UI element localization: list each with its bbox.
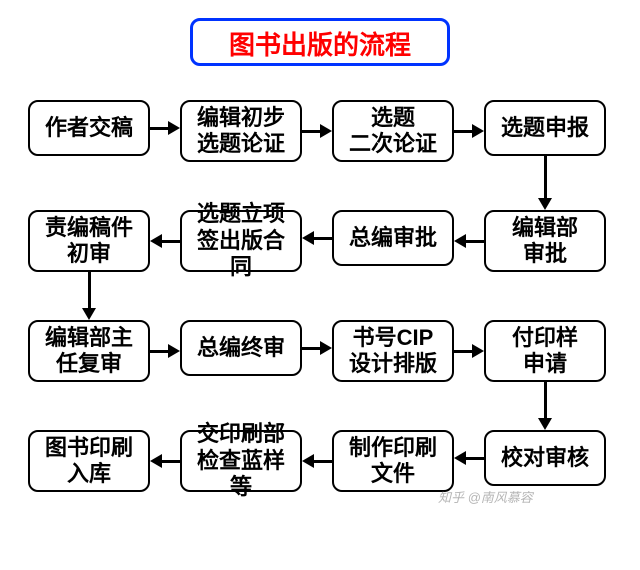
arrowhead-n1-n2	[168, 121, 180, 135]
edge-n2-n3	[302, 130, 322, 133]
arrowhead-n14-n15	[302, 454, 314, 468]
edge-n10-n11	[302, 347, 322, 350]
flow-node-n15: 交印刷部检查蓝样等	[180, 430, 302, 492]
flow-node-n8: 责编稿件初审	[28, 210, 150, 272]
edge-n15-n16	[160, 460, 180, 463]
arrowhead-n12-n13	[538, 418, 552, 430]
edge-n6-n7	[312, 237, 332, 240]
edge-n7-n8	[160, 240, 180, 243]
arrowhead-n15-n16	[150, 454, 162, 468]
arrowhead-n6-n7	[302, 231, 314, 245]
flow-node-n5: 编辑部审批	[484, 210, 606, 272]
arrowhead-n2-n3	[320, 124, 332, 138]
edge-n1-n2	[150, 127, 170, 130]
flow-node-n2: 编辑初步选题论证	[180, 100, 302, 162]
flowchart-title: 图书出版的流程	[190, 18, 450, 66]
flow-node-n12: 付印样申请	[484, 320, 606, 382]
edge-n11-n12	[454, 350, 474, 353]
flow-node-n11: 书号CIP设计排版	[332, 320, 454, 382]
flow-node-n10: 总编终审	[180, 320, 302, 376]
flow-node-n1: 作者交稿	[28, 100, 150, 156]
edge-n12-n13	[544, 382, 547, 420]
flow-node-n13: 校对审核	[484, 430, 606, 486]
arrowhead-n8-n9	[82, 308, 96, 320]
edge-n5-n6	[464, 240, 484, 243]
arrowhead-n13-n14	[454, 451, 466, 465]
arrowhead-n5-n6	[454, 234, 466, 248]
edge-n13-n14	[464, 457, 484, 460]
edge-n9-n10	[150, 350, 170, 353]
edge-n14-n15	[312, 460, 332, 463]
flow-node-n6: 总编审批	[332, 210, 454, 266]
arrowhead-n7-n8	[150, 234, 162, 248]
edge-n4-n5	[544, 156, 547, 200]
flow-node-n16: 图书印刷入库	[28, 430, 150, 492]
arrowhead-n9-n10	[168, 344, 180, 358]
watermark-text: 知乎 @南风慕容	[438, 487, 533, 506]
flow-node-n9: 编辑部主任复审	[28, 320, 150, 382]
edge-n3-n4	[454, 130, 474, 133]
flow-node-n4: 选题申报	[484, 100, 606, 156]
flow-node-n14: 制作印刷文件	[332, 430, 454, 492]
arrowhead-n10-n11	[320, 341, 332, 355]
arrowhead-n11-n12	[472, 344, 484, 358]
arrowhead-n4-n5	[538, 198, 552, 210]
flow-node-n7: 选题立项签出版合同	[180, 210, 302, 272]
flow-node-n3: 选题二次论证	[332, 100, 454, 162]
edge-n8-n9	[88, 272, 91, 310]
arrowhead-n3-n4	[472, 124, 484, 138]
